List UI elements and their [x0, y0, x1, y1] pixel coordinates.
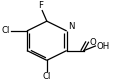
Text: F: F	[39, 1, 44, 10]
Text: Cl: Cl	[43, 72, 51, 81]
Text: O: O	[90, 38, 96, 47]
Text: Cl: Cl	[1, 26, 10, 35]
Text: N: N	[68, 22, 74, 31]
Text: OH: OH	[97, 41, 110, 51]
